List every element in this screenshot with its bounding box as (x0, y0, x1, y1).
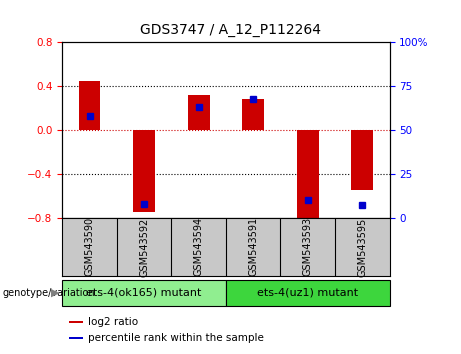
Bar (133, 130, 155, 212)
Bar (242, 99, 264, 130)
Text: GSM543595: GSM543595 (357, 217, 367, 276)
Text: GSM543594: GSM543594 (194, 217, 204, 276)
Text: ets-4(ok165) mutant: ets-4(ok165) mutant (86, 288, 202, 298)
Bar (62, 280, 226, 306)
Text: log2 ratio: log2 ratio (89, 317, 139, 327)
Text: GDS3747 / A_12_P112264: GDS3747 / A_12_P112264 (140, 23, 321, 37)
Bar (226, 280, 390, 306)
Text: GSM543590: GSM543590 (84, 217, 95, 276)
Text: ets-4(uz1) mutant: ets-4(uz1) mutant (257, 288, 358, 298)
Text: genotype/variation: genotype/variation (2, 288, 95, 298)
Text: ▶: ▶ (51, 288, 59, 298)
Bar (297, 130, 319, 220)
Bar (78, 81, 100, 130)
Text: GSM543593: GSM543593 (303, 217, 313, 276)
Text: GSM543592: GSM543592 (139, 217, 149, 276)
Text: percentile rank within the sample: percentile rank within the sample (89, 333, 264, 343)
Bar (188, 95, 209, 130)
Bar (69, 337, 83, 339)
Bar (351, 130, 373, 190)
Bar (69, 321, 83, 323)
Text: GSM543591: GSM543591 (248, 217, 258, 276)
